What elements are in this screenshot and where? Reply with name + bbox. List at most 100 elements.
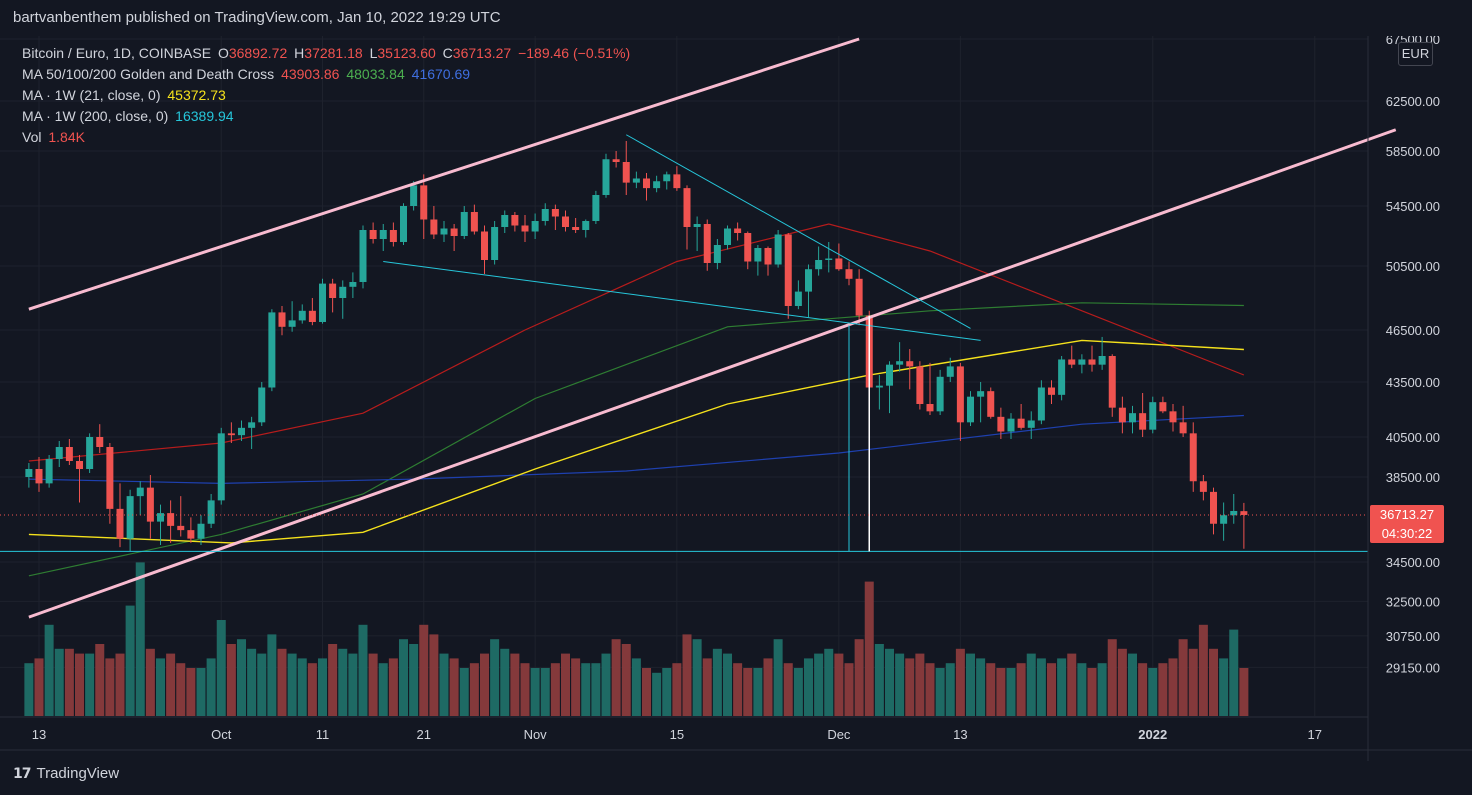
candle-body	[1048, 387, 1055, 395]
candle-body	[410, 185, 418, 206]
price-tick-label: 50500.00	[1386, 259, 1440, 274]
candle-body	[703, 224, 711, 263]
volume-label: Vol	[22, 129, 42, 145]
volume-bar	[642, 668, 651, 716]
volume-bar	[1107, 639, 1117, 716]
volume-bar	[105, 658, 115, 716]
volume-bar	[915, 653, 925, 716]
volume-bar	[1047, 663, 1056, 716]
candle-body	[400, 206, 407, 242]
time-tick-label: 13	[32, 727, 46, 742]
time-tick-label: Oct	[211, 727, 232, 742]
tradingview-brand[interactable]: 17 TradingView	[13, 765, 119, 782]
price-tick-label: 46500.00	[1386, 323, 1440, 338]
volume-bar	[226, 644, 236, 716]
open-value: 36892.72	[228, 45, 288, 61]
candle-body	[136, 487, 144, 497]
close-value: 36713.27	[452, 45, 512, 61]
candle-body	[1169, 411, 1177, 423]
volume-bar	[662, 668, 672, 716]
volume-bar	[1219, 658, 1229, 716]
volume-bar	[1188, 648, 1198, 716]
ma200w-value: 16389.94	[175, 108, 234, 124]
legend-ma21w-row[interactable]: MA · 1W (21, close, 0) 45372.73	[22, 85, 633, 106]
volume-bar	[156, 658, 165, 716]
candle-body	[126, 496, 134, 539]
candle-body	[805, 269, 812, 292]
volume-bar	[1128, 653, 1137, 716]
price-tick-label: 34500.00	[1386, 555, 1440, 570]
volume-bar	[388, 658, 398, 716]
volume-bar	[733, 663, 743, 716]
candle-body	[379, 230, 387, 239]
candle-body	[1037, 387, 1045, 421]
volume-bar	[368, 653, 378, 716]
candle-body	[1230, 511, 1238, 516]
price-tick-label: 40500.00	[1386, 430, 1440, 445]
price-tick-label: 43500.00	[1386, 375, 1440, 390]
volume-bar	[287, 653, 297, 716]
volume-bar	[895, 653, 905, 716]
bar-countdown: 04:30:22	[1381, 526, 1433, 541]
volume-bar	[1016, 663, 1026, 716]
low-label: L	[369, 45, 378, 61]
price-chart[interactable]: 67500.00 62500.00 58500.00 54500.00 50500.00…	[0, 36, 1472, 761]
volume-bar	[773, 639, 783, 716]
time-tick-label: 11	[316, 727, 330, 742]
volume-bar	[854, 639, 864, 716]
volume-bar	[1077, 663, 1087, 716]
volume-bar	[783, 663, 793, 716]
candle-body	[238, 427, 245, 436]
candle-body	[106, 447, 114, 509]
volume-bar	[976, 658, 986, 716]
volume-bar	[490, 639, 500, 716]
candle-body	[713, 245, 721, 263]
ma50-value: 43903.86	[281, 66, 340, 82]
legend-volume-row[interactable]: Vol 1.84K	[22, 127, 633, 148]
volume-bar	[44, 624, 54, 716]
high-label: H	[294, 45, 305, 61]
volume-bar	[571, 658, 581, 716]
candle-body	[1199, 481, 1207, 492]
candle-body	[76, 461, 83, 469]
candle-body	[96, 437, 104, 447]
candle-body	[177, 525, 185, 531]
candle-body	[663, 174, 671, 182]
candle-body	[764, 248, 772, 265]
low-value: 35123.60	[377, 45, 436, 61]
chart-legend: Bitcoin / Euro, 1D, COINBASE O36892.72 H…	[22, 43, 633, 148]
ma21w-label: MA · 1W (21, close, 0)	[22, 87, 161, 103]
volume-bar	[1239, 668, 1249, 716]
candle-body	[541, 209, 549, 221]
candle-body	[673, 174, 681, 189]
volume-bar	[581, 663, 591, 716]
candle-body	[86, 437, 94, 469]
volume-bar	[176, 663, 186, 716]
currency-badge[interactable]: EUR	[1398, 42, 1433, 66]
candle-body	[602, 159, 610, 195]
price-tick-label: 38500.00	[1386, 470, 1440, 485]
candle-body	[248, 422, 256, 428]
ma200w-label: MA · 1W (200, close, 0)	[22, 108, 169, 124]
candle-body	[1220, 515, 1228, 524]
last-price-tag: 36713.27 04:30:22	[1370, 505, 1444, 543]
candle-body	[288, 320, 296, 327]
legend-ma-cross-row[interactable]: MA 50/100/200 Golden and Death Cross 439…	[22, 64, 633, 85]
symbol-title[interactable]: Bitcoin / Euro, 1D, COINBASE	[22, 45, 212, 61]
volume-bar	[1087, 668, 1097, 716]
candle-body	[531, 221, 539, 232]
legend-ma200w-row[interactable]: MA · 1W (200, close, 0) 16389.94	[22, 106, 633, 127]
volume-bar	[145, 648, 155, 716]
volume-bar	[1158, 663, 1168, 716]
time-tick-label: Dec	[827, 727, 851, 742]
candle-body	[896, 361, 904, 365]
candle-body	[298, 310, 306, 321]
ma-line-1	[28, 223, 1245, 462]
candle-body	[1027, 420, 1035, 428]
candle-body	[936, 376, 944, 412]
volume-bar	[824, 648, 834, 716]
ma21w-value: 45372.73	[167, 87, 226, 103]
candle-body	[754, 248, 762, 262]
volume-bars	[24, 562, 1249, 716]
candle-body	[794, 291, 802, 306]
